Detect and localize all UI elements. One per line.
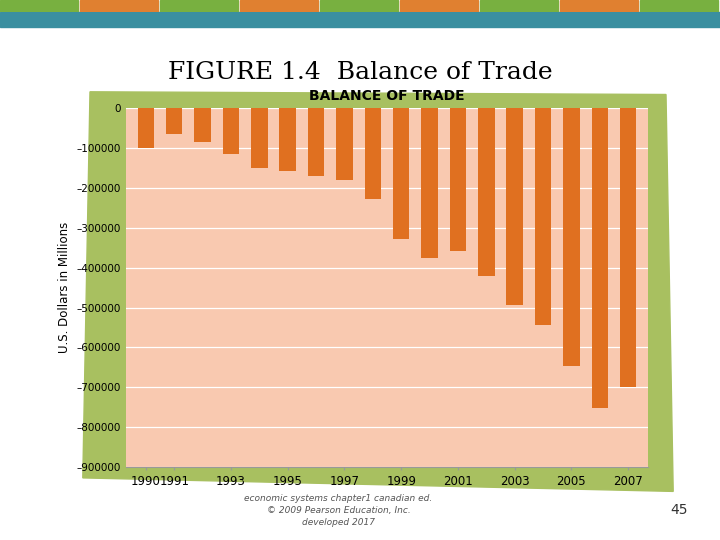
Bar xyxy=(80,0,158,12)
Text: economic systems chapter1 canadian ed.
© 2009 Pearson Education, Inc.
developed : economic systems chapter1 canadian ed. ©… xyxy=(244,494,433,526)
Bar xyxy=(400,0,477,12)
Bar xyxy=(222,108,239,154)
Bar xyxy=(563,108,580,366)
Text: FIGURE 1.4  Balance of Trade: FIGURE 1.4 Balance of Trade xyxy=(168,62,552,84)
Bar xyxy=(506,108,523,305)
Polygon shape xyxy=(83,92,673,491)
Text: 45: 45 xyxy=(670,503,688,517)
Bar xyxy=(480,0,557,12)
Bar xyxy=(0,0,78,12)
Title: BALANCE OF TRADE: BALANCE OF TRADE xyxy=(309,89,465,103)
Bar xyxy=(478,108,495,276)
Bar xyxy=(308,108,324,176)
Bar xyxy=(364,108,381,199)
Bar xyxy=(138,108,154,148)
Bar xyxy=(620,108,636,387)
Bar xyxy=(251,108,268,168)
Bar xyxy=(336,108,353,180)
Bar xyxy=(194,108,211,141)
Bar xyxy=(166,108,182,134)
Bar xyxy=(535,108,552,326)
Bar xyxy=(320,0,397,12)
Bar xyxy=(450,108,466,251)
Bar xyxy=(560,0,638,12)
Bar xyxy=(421,108,438,258)
Bar xyxy=(592,108,608,408)
Bar xyxy=(279,108,296,171)
Bar xyxy=(240,0,318,12)
Bar xyxy=(393,108,410,239)
Y-axis label: U.S. Dollars in Millions: U.S. Dollars in Millions xyxy=(58,222,71,353)
Bar xyxy=(640,0,718,12)
Bar xyxy=(160,0,238,12)
